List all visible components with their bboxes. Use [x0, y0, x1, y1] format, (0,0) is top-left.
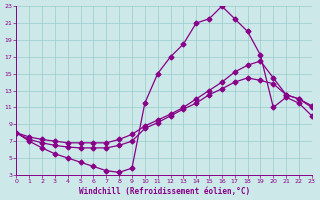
X-axis label: Windchill (Refroidissement éolien,°C): Windchill (Refroidissement éolien,°C) — [78, 187, 250, 196]
